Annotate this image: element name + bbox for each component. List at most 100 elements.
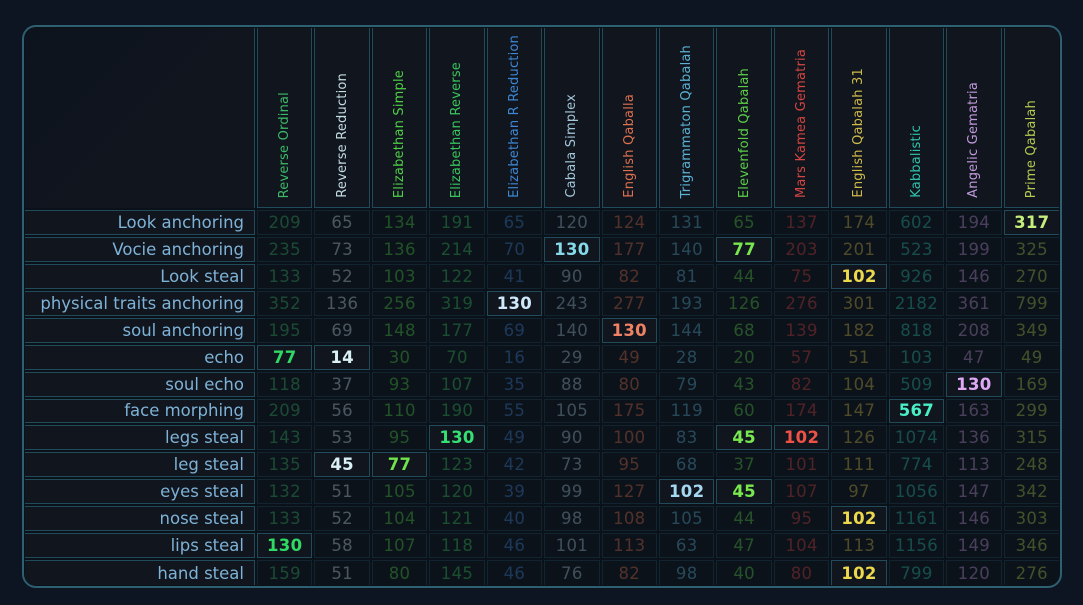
value-cell: 325 [1003, 236, 1059, 262]
value-cell: 276 [1003, 560, 1059, 585]
value-cell: 37 [716, 452, 772, 478]
value-cell: 52 [314, 506, 370, 532]
value-cell: 135 [257, 452, 313, 478]
value-cell: 88 [544, 371, 600, 397]
value-cell: 80 [601, 371, 657, 397]
row-label-eyes-steal: eyes steal [25, 479, 255, 505]
value-cell: 145 [429, 560, 485, 585]
value-cell: 102 [831, 506, 887, 532]
value-cell: 43 [716, 371, 772, 397]
value-cell: 140 [544, 317, 600, 343]
value-cell: 95 [601, 452, 657, 478]
column-header-label: Reverse Ordinal [277, 91, 293, 198]
row-label-legs-steal: legs steal [25, 425, 255, 451]
column-header-english-qabalah-31[interactable]: English Qabalah 31 [831, 28, 887, 208]
row-label-leg-steal: leg steal [25, 452, 255, 478]
value-cell: 361 [946, 290, 1002, 316]
value-cell: 14 [314, 344, 370, 370]
value-cell: 53 [314, 425, 370, 451]
row-label-soul-anchoring: soul anchoring [25, 317, 255, 343]
column-header-reverse-reduction[interactable]: Reverse Reduction [314, 28, 370, 208]
value-cell: 46 [486, 560, 543, 585]
row-label-lips-steal: lips steal [25, 533, 255, 559]
value-cell: 123 [429, 452, 485, 478]
value-cell: 82 [773, 371, 830, 397]
column-header-elizabethan-r-reduction[interactable]: Elizabethan R Reduction [486, 28, 543, 208]
value-cell: 41 [486, 263, 543, 289]
value-cell: 45 [314, 452, 370, 478]
value-cell: 774 [888, 452, 945, 478]
column-header-label: Mars Kamea Gematria [794, 49, 810, 198]
value-cell: 103 [371, 263, 428, 289]
value-cell: 80 [773, 560, 830, 585]
column-header-elizabethan-reverse[interactable]: Elizabethan Reverse [429, 28, 485, 208]
value-cell: 136 [371, 236, 428, 262]
value-cell: 149 [946, 533, 1002, 559]
value-cell: 194 [946, 210, 1002, 235]
value-cell: 113 [831, 533, 887, 559]
value-cell: 102 [831, 263, 887, 289]
value-cell: 1161 [888, 506, 945, 532]
value-cell: 113 [601, 533, 657, 559]
column-header-label: Elizabethan R Reduction [506, 35, 522, 198]
value-cell: 77 [257, 344, 313, 370]
value-cell: 182 [831, 317, 887, 343]
value-cell: 201 [831, 236, 887, 262]
value-cell: 567 [888, 398, 945, 424]
column-header-elizabethan-simple[interactable]: Elizabethan Simple [371, 28, 428, 208]
value-cell: 195 [257, 317, 313, 343]
column-header-english-qaballa[interactable]: English Qaballa [601, 28, 657, 208]
value-cell: 81 [658, 263, 715, 289]
value-cell: 139 [773, 317, 830, 343]
column-header-trigrammaton-qabalah[interactable]: Trigrammaton Qabalah [658, 28, 715, 208]
value-cell: 73 [314, 236, 370, 262]
value-cell: 107 [371, 533, 428, 559]
column-header-cabala-simplex[interactable]: Cabala Simplex [544, 28, 600, 208]
column-header-label: Cabala Simplex [564, 94, 580, 198]
value-cell: 104 [773, 533, 830, 559]
value-cell: 602 [888, 210, 945, 235]
column-header-reverse-ordinal[interactable]: Reverse Ordinal [257, 28, 313, 208]
value-cell: 1156 [888, 533, 945, 559]
value-cell: 199 [946, 236, 1002, 262]
value-cell: 69 [486, 317, 543, 343]
value-cell: 93 [371, 371, 428, 397]
value-cell: 99 [544, 479, 600, 505]
column-header-elevenfold-qabalah[interactable]: Elevenfold Qabalah [716, 28, 772, 208]
value-cell: 110 [371, 398, 428, 424]
row-label-hand-steal: hand steal [25, 560, 255, 585]
value-cell: 174 [831, 210, 887, 235]
value-cell: 82 [601, 263, 657, 289]
value-cell: 120 [429, 479, 485, 505]
column-header-angelic-gematria[interactable]: Angelic Gematria [946, 28, 1002, 208]
value-cell: 136 [946, 425, 1002, 451]
value-cell: 319 [429, 290, 485, 316]
column-header-kabbalistic[interactable]: Kabbalistic [888, 28, 945, 208]
value-cell: 299 [1003, 398, 1059, 424]
value-cell: 301 [831, 290, 887, 316]
value-cell: 209 [257, 398, 313, 424]
value-cell: 101 [544, 533, 600, 559]
value-cell: 77 [371, 452, 428, 478]
value-cell: 83 [658, 425, 715, 451]
value-cell: 121 [429, 506, 485, 532]
value-cell: 159 [257, 560, 313, 585]
value-cell: 30 [371, 344, 428, 370]
column-header-mars-kamea-gematria[interactable]: Mars Kamea Gematria [773, 28, 830, 208]
value-cell: 47 [946, 344, 1002, 370]
value-cell: 208 [946, 317, 1002, 343]
value-cell: 119 [658, 398, 715, 424]
value-cell: 35 [486, 371, 543, 397]
value-cell: 137 [773, 210, 830, 235]
value-cell: 130 [601, 317, 657, 343]
value-cell: 799 [888, 560, 945, 585]
column-header-label: Prime Qabalah [1024, 99, 1040, 198]
row-label-vocie-anchoring: Vocie anchoring [25, 236, 255, 262]
value-cell: 146 [946, 506, 1002, 532]
value-cell: 40 [716, 560, 772, 585]
value-cell: 95 [773, 506, 830, 532]
row-label-face-morphing: face morphing [25, 398, 255, 424]
value-cell: 101 [773, 452, 830, 478]
column-header-label: Angelic Gematria [966, 82, 982, 198]
column-header-prime-qabalah[interactable]: Prime Qabalah [1003, 28, 1059, 208]
